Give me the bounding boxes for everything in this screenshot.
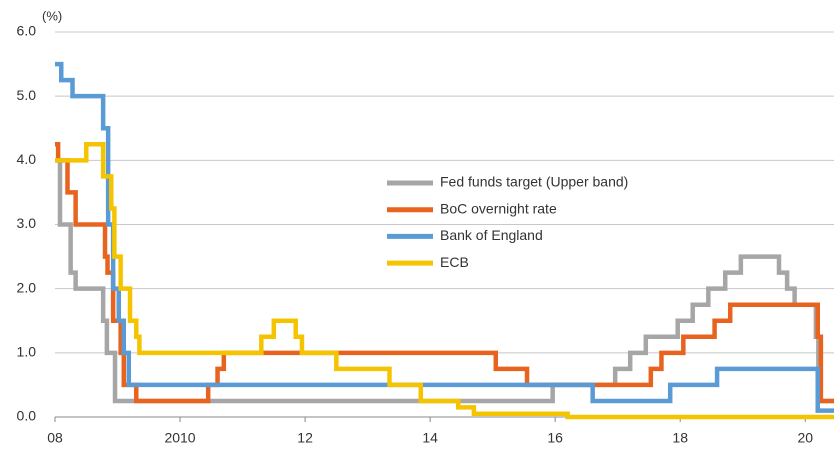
x-tick-label: 2010	[164, 430, 195, 446]
y-tick-label: 1.0	[17, 344, 37, 360]
series-line	[55, 142, 834, 404]
x-tick-label: 08	[47, 430, 63, 446]
x-tick-label: 18	[672, 430, 688, 446]
y-tick-label: 2.0	[17, 279, 37, 295]
y-axis-label: (%)	[42, 8, 62, 23]
series-line	[55, 61, 834, 413]
series-line	[55, 142, 834, 420]
y-tick-label: 0.0	[17, 408, 37, 424]
y-tick-label: 3.0	[17, 215, 37, 231]
y-tick-label: 4.0	[17, 151, 37, 167]
legend-label: BoC overnight rate	[440, 200, 557, 216]
legend-label: Bank of England	[440, 227, 543, 243]
x-tick-label: 20	[797, 430, 813, 446]
legend-label: ECB	[440, 254, 469, 270]
x-tick-label: 14	[422, 430, 438, 446]
series-line	[55, 158, 834, 404]
y-tick-label: 6.0	[17, 23, 37, 39]
y-tick-label: 5.0	[17, 87, 37, 103]
x-tick-label: 16	[547, 430, 563, 446]
x-tick-label: 12	[297, 430, 313, 446]
legend-label: Fed funds target (Upper band)	[440, 174, 628, 190]
